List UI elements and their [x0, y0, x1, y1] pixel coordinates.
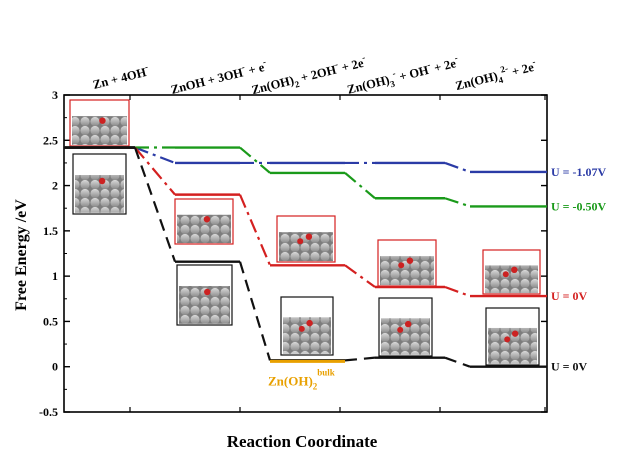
- surface-snapshot: [176, 264, 233, 326]
- y-tick-label: 2.5: [43, 133, 58, 147]
- energy-series: Zn(OH)2​bulk: [64, 146, 547, 391]
- y-tick-label: 2: [52, 179, 58, 193]
- snapshot-border: [482, 249, 541, 295]
- y-tick-label: 3: [52, 88, 58, 102]
- surface-snapshot: [482, 249, 541, 295]
- y-tick-label: 1: [52, 269, 58, 283]
- energy-transition: [238, 261, 272, 361]
- oxygen-atom: [204, 288, 211, 296]
- surface-snapshot: [174, 198, 234, 245]
- surface-snapshot: [378, 297, 433, 357]
- series-label-1: U = -0.50V: [551, 199, 607, 213]
- snapshot-border: [69, 99, 130, 147]
- oxygen-atom: [99, 117, 106, 124]
- snapshot-border: [174, 198, 234, 245]
- oxygen-atom: [398, 262, 405, 269]
- oxygen-atom: [404, 320, 412, 328]
- energy-transition: [134, 146, 176, 164]
- oxygen-atom: [511, 266, 518, 273]
- energy-transition: [133, 147, 177, 263]
- oxygen-atom: [298, 325, 305, 332]
- snapshot-border: [485, 307, 540, 366]
- oxygen-atom: [306, 319, 313, 327]
- oxygen-atom: [305, 233, 313, 240]
- energy-transition: [444, 285, 471, 298]
- surface-snapshot: [276, 215, 336, 263]
- energy-transition: [239, 146, 271, 174]
- energy-transition: [238, 194, 272, 266]
- energy-transition: [344, 172, 376, 200]
- oxygen-atom: [397, 326, 404, 333]
- y-tick-label: 0: [52, 360, 58, 374]
- oxygen-atom: [98, 177, 106, 185]
- snapshot-border: [176, 264, 233, 326]
- x-axis-label: Reaction Coordinate: [227, 432, 378, 451]
- oxygen-atom: [511, 330, 519, 337]
- oxygen-atom: [406, 257, 414, 264]
- energy-transition: [344, 264, 376, 288]
- energy-transition: [444, 356, 471, 368]
- surface-snapshot: [69, 99, 130, 147]
- energy-transition: [344, 356, 376, 362]
- surface-snapshot: [72, 153, 127, 215]
- oxygen-atom: [502, 271, 509, 278]
- surface-snapshot: [377, 239, 437, 287]
- oxygen-atom: [297, 238, 304, 245]
- series-label-0: U = -1.07V: [551, 165, 607, 179]
- series-label-2: U = 0V: [551, 289, 588, 303]
- surface-snapshot: [485, 307, 540, 366]
- potential-labels: U = -1.07V U = -0.50V U = 0V U = 0V: [551, 165, 607, 374]
- state-label: Zn + 4OH-​: [91, 61, 151, 91]
- snapshot-border: [72, 153, 127, 215]
- oxygen-atom: [203, 216, 211, 223]
- series-1: [64, 146, 547, 208]
- energy-transition: [444, 197, 471, 208]
- y-tick-label: 1.5: [43, 224, 58, 238]
- state-label: Zn(OH)4​2-​ + 2e-​: [453, 56, 539, 96]
- y-tick-label: 0.5: [43, 314, 58, 328]
- y-tick-label: -0.5: [39, 405, 58, 419]
- snapshot-border: [280, 296, 334, 356]
- surface-snapshots: [69, 99, 541, 366]
- y-axis: -0.5 0 0.5 1 1.5 2 2.5 3: [39, 88, 547, 419]
- energy-transition: [134, 146, 176, 196]
- oxygen-atom: [504, 336, 511, 343]
- surface-snapshot: [280, 296, 334, 356]
- y-axis-label: Free Energy /eV: [13, 199, 30, 311]
- energy-transition: [444, 161, 471, 174]
- state-labels: Zn + 4OH-​ ZnOH + 3OH-​ + e-​Zn(OH)2​ + 2…: [91, 52, 539, 97]
- snapshot-border: [276, 215, 336, 263]
- snapshot-border: [378, 297, 433, 357]
- bulk-label: Zn(OH)2​bulk: [268, 367, 335, 391]
- series-label-3: U = 0V: [551, 360, 588, 374]
